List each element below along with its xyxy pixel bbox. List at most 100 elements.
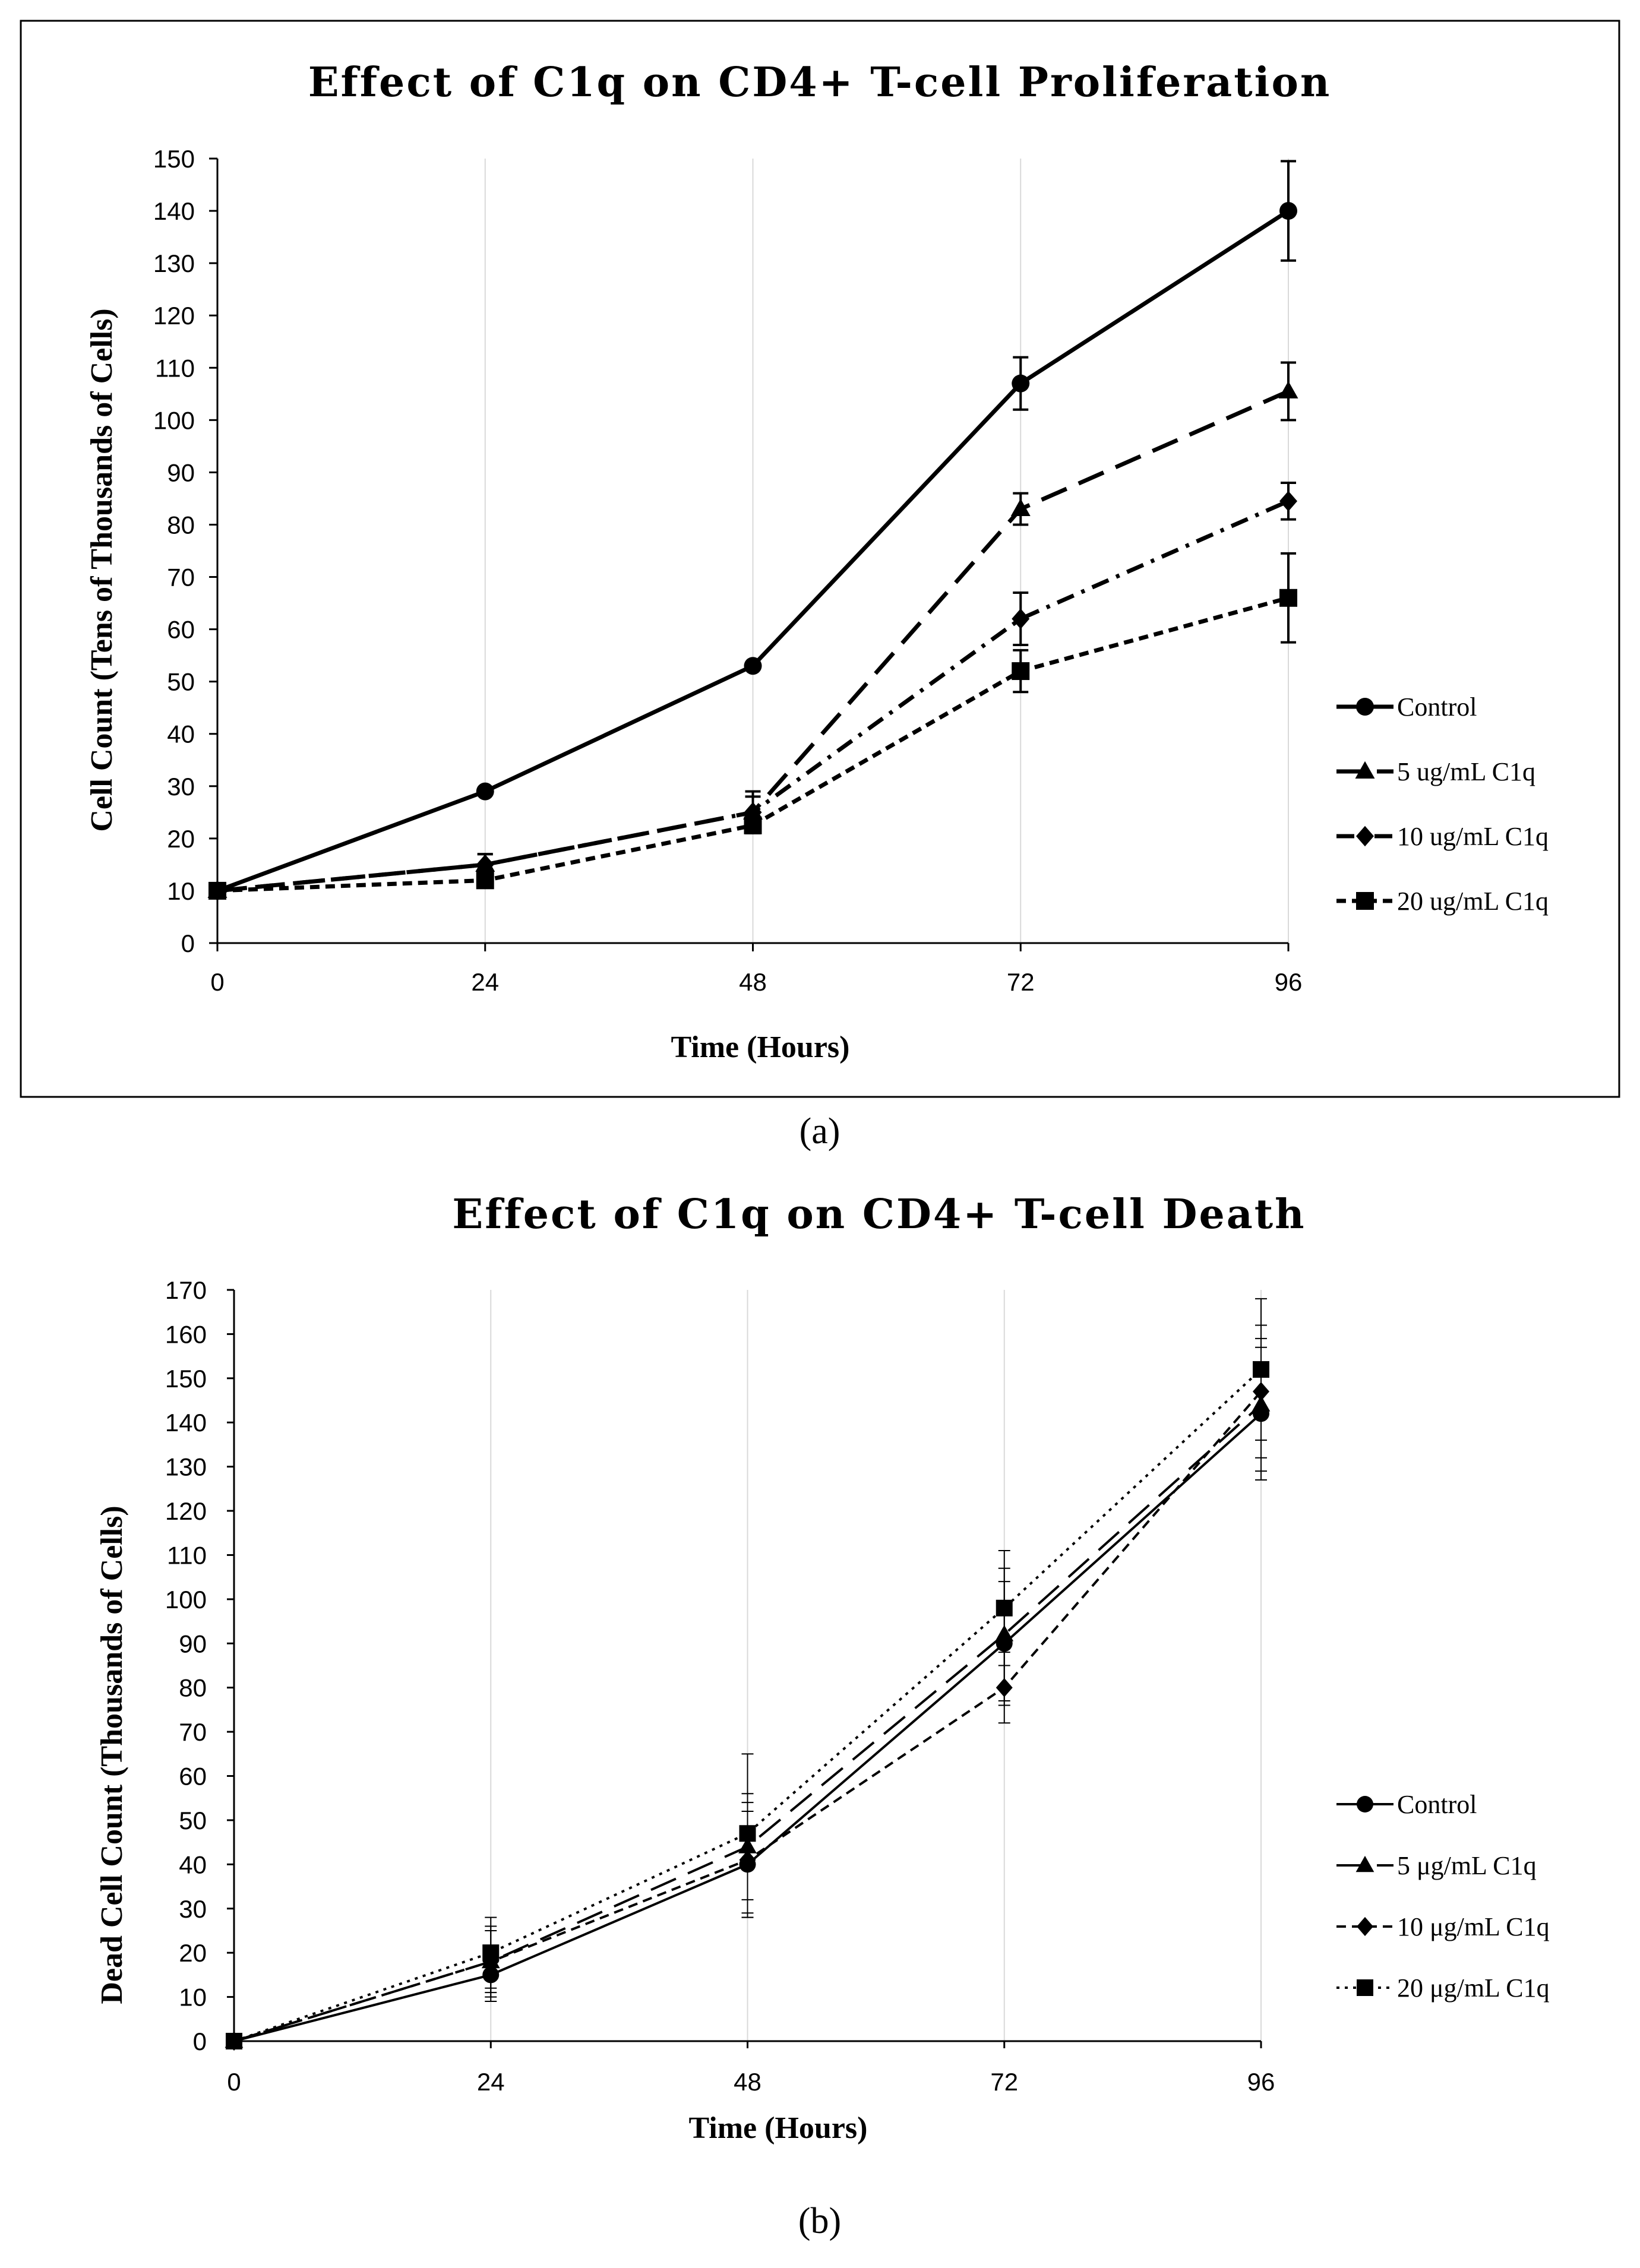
chart-a-gridlines: [484, 159, 1289, 943]
data-point: [476, 854, 494, 875]
legend-label: 20 μg/mL C1q: [1397, 1973, 1550, 2003]
legend-item: Control: [1336, 692, 1477, 722]
y-tick-label: 90: [179, 1630, 207, 1657]
chart-b-x-ticks: 0 24 48 72 96: [227, 2041, 1275, 2096]
y-tick-label: 110: [155, 354, 195, 382]
y-tick-label: 140: [153, 197, 195, 225]
series-square: [208, 552, 1297, 900]
data-point: [1279, 491, 1297, 512]
chart-b-title: Effect of C1q on CD4+ T-cell Death: [452, 1191, 1306, 1238]
data-point: [226, 2033, 242, 2049]
y-tick-label: 10: [179, 1984, 207, 2011]
x-tick-label: 48: [734, 2068, 761, 2096]
chart-a-title: Effect of C1q on CD4+ T-cell Proliferati…: [308, 59, 1332, 106]
y-tick-label: 10: [167, 877, 195, 905]
data-point: [996, 1599, 1013, 1617]
y-tick-label: 120: [165, 1497, 207, 1525]
y-tick-label: 110: [167, 1541, 207, 1569]
series-square: [226, 1298, 1269, 2049]
chart-a-frame: [20, 20, 1620, 1098]
legend-label: 5 ug/mL C1q: [1397, 757, 1535, 786]
data-point: [744, 816, 762, 834]
y-tick-label: 60: [179, 1763, 207, 1791]
y-tick-label: 150: [153, 145, 195, 173]
x-tick-label: 72: [990, 2068, 1018, 2096]
x-tick-label: 24: [471, 968, 499, 996]
legend-label: Control: [1397, 1790, 1477, 1819]
chart-b-gridlines: [490, 1290, 1262, 2041]
x-tick-label: 0: [227, 2068, 241, 2096]
y-tick-label: 100: [153, 406, 195, 434]
legend-item: 20 μg/mL C1q: [1336, 1973, 1550, 2003]
legend-label: 5 μg/mL C1q: [1397, 1851, 1537, 1880]
y-tick-label: 30: [179, 1895, 207, 1923]
data-point: [1253, 1361, 1269, 1378]
chart-a-y-ticks: 0 10 20 30 40 50 60 70 80 90 100 110 120 130 140 150: [153, 145, 217, 957]
series-circle: [208, 160, 1297, 900]
x-tick-label: 0: [210, 968, 224, 996]
y-tick-label: 60: [167, 616, 195, 644]
data-point: [476, 782, 494, 801]
data-point: [744, 657, 762, 675]
y-tick-label: 20: [167, 825, 195, 853]
chart-b-y-axis-label: Dead Cell Count (Thousands of Cells): [95, 1505, 129, 2004]
chart-b: Effect of C1q on CD4+ T-cell Death 0 10 20…: [95, 1191, 1550, 2145]
data-point: [1012, 608, 1030, 630]
chart-b-x-axis-label: Time (Hours): [689, 2111, 868, 2145]
data-point: [1279, 202, 1297, 220]
y-tick-label: 0: [181, 929, 195, 957]
chart-b-legend: Control 5 μg/mL C1q 10 μg/mL C1q 20 μg/mL C…: [1336, 1790, 1550, 2003]
y-tick-label: 100: [165, 1586, 207, 1614]
chart-a-y-axis-label: Cell Count (Tens of Thousands of Cells): [85, 308, 119, 831]
data-point: [1010, 498, 1031, 517]
legend-item: 5 μg/mL C1q: [1336, 1851, 1537, 1880]
y-tick-label: 130: [165, 1453, 207, 1481]
legend-marker: [1356, 698, 1374, 716]
y-tick-label: 40: [167, 720, 195, 748]
legend-marker: [1357, 1916, 1373, 1937]
y-tick-label: 20: [179, 1939, 207, 1967]
data-point: [1012, 662, 1030, 681]
y-tick-label: 30: [167, 773, 195, 801]
y-tick-label: 150: [165, 1365, 207, 1393]
data-point: [996, 1678, 1013, 1697]
legend-marker: [1357, 1979, 1373, 1996]
x-tick-label: 96: [1275, 968, 1303, 996]
legend-marker: [1355, 761, 1375, 779]
y-tick-label: 80: [167, 511, 195, 539]
chart-a: Effect of C1q on CD4+ T-cell Proliferati…: [20, 20, 1620, 1098]
legend-item: 10 ug/mL C1q: [1336, 822, 1549, 851]
legend-marker: [1357, 1796, 1373, 1812]
x-tick-label: 24: [477, 2068, 505, 2096]
legend-item: 10 μg/mL C1q: [1336, 1912, 1550, 1941]
legend-item: Control: [1336, 1790, 1477, 1819]
data-point: [208, 881, 226, 900]
y-tick-label: 50: [167, 668, 195, 696]
legend-item: 20 ug/mL C1q: [1336, 887, 1549, 916]
y-tick-label: 90: [167, 458, 195, 486]
chart-b-y-ticks: 0 10 20 30 40 50 60 70 80 90 100 110 120 130 140 150 160…: [165, 1276, 234, 2055]
y-tick-label: 0: [193, 2027, 207, 2055]
y-tick-label: 70: [179, 1718, 207, 1746]
chart-b-series: [225, 1298, 1271, 2051]
chart-a-series: [207, 160, 1298, 901]
legend-label: 10 μg/mL C1q: [1397, 1912, 1550, 1941]
legend-label: 10 ug/mL C1q: [1397, 822, 1549, 851]
y-tick-label: 120: [153, 302, 195, 330]
y-tick-label: 140: [165, 1409, 207, 1437]
legend-marker: [1356, 825, 1374, 847]
y-tick-label: 50: [179, 1807, 207, 1834]
legend-label: Control: [1397, 692, 1477, 722]
x-tick-label: 48: [739, 968, 767, 996]
data-point: [1012, 374, 1030, 393]
data-point: [476, 871, 494, 890]
x-tick-label: 72: [1007, 968, 1035, 996]
panel-label-b: (b): [798, 2201, 841, 2241]
chart-a-x-ticks: 0 24 48 72 96: [210, 943, 1302, 996]
data-point: [739, 1825, 756, 1842]
legend-label: 20 ug/mL C1q: [1397, 887, 1549, 916]
x-tick-label: 96: [1247, 2068, 1275, 2096]
legend-marker: [1356, 892, 1374, 910]
panel-label-a: (a): [800, 1111, 840, 1152]
